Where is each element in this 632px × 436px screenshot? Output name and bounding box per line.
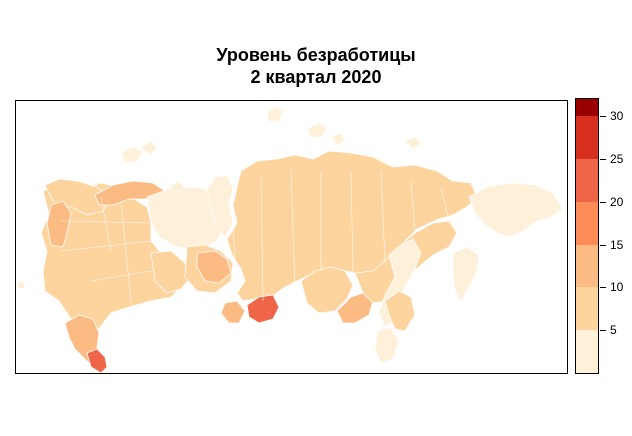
arctic-island bbox=[306, 122, 328, 138]
legend-swatch-4 bbox=[576, 201, 598, 245]
region-border bbox=[440, 186, 450, 222]
region-border bbox=[290, 170, 296, 288]
map-frame bbox=[15, 100, 568, 374]
arctic-island bbox=[404, 136, 422, 150]
region-border bbox=[260, 176, 264, 302]
legend-tick-label: 20 bbox=[610, 194, 624, 209]
region-altai[interactable] bbox=[220, 300, 246, 324]
arctic-island bbox=[168, 180, 186, 194]
map-subtitle: 2 квартал 2020 bbox=[250, 67, 382, 87]
legend-tick-mark bbox=[600, 158, 606, 160]
region-buryatia[interactable] bbox=[336, 292, 374, 324]
region-border bbox=[350, 170, 354, 274]
region-irkutsk[interactable] bbox=[300, 266, 354, 314]
region-primorye[interactable] bbox=[374, 326, 400, 364]
legend-tick-mark bbox=[600, 201, 606, 203]
region-border bbox=[60, 240, 152, 252]
arctic-island bbox=[330, 132, 346, 146]
region-tuva[interactable] bbox=[246, 294, 280, 324]
arctic-island bbox=[140, 140, 158, 156]
legend-tick-label: 15 bbox=[610, 237, 624, 252]
region-karelia[interactable] bbox=[46, 200, 72, 248]
legend-tick-label: 5 bbox=[610, 323, 617, 338]
region-border bbox=[60, 220, 152, 224]
color-legend bbox=[575, 98, 599, 374]
legend-swatch-6 bbox=[576, 116, 598, 159]
arctic-island bbox=[16, 280, 26, 290]
region-border bbox=[232, 222, 238, 302]
legend-tick-label: 30 bbox=[610, 109, 624, 124]
arctic-island bbox=[120, 146, 144, 164]
region-border bbox=[90, 270, 152, 282]
region-border bbox=[410, 180, 416, 234]
legend-swatch-1 bbox=[576, 330, 598, 373]
legend-swatch-7 bbox=[576, 99, 598, 117]
legend-tick-mark bbox=[600, 330, 606, 332]
region-border bbox=[380, 170, 386, 264]
region-ingushetia[interactable] bbox=[86, 348, 108, 373]
russia-map bbox=[16, 106, 564, 373]
region-kamchatka[interactable] bbox=[452, 246, 480, 302]
map-title: Уровень безработицы bbox=[216, 45, 416, 65]
region-volga[interactable] bbox=[150, 250, 192, 294]
legend-swatch-3 bbox=[576, 244, 598, 288]
legend-tick-mark bbox=[600, 244, 606, 246]
legend-tick-label: 10 bbox=[610, 280, 624, 295]
region-kurgan[interactable] bbox=[196, 250, 232, 284]
region-chukotka[interactable] bbox=[468, 182, 564, 238]
arctic-island bbox=[266, 106, 284, 122]
region-far-east[interactable] bbox=[384, 290, 416, 332]
legend-swatch-5 bbox=[576, 158, 598, 202]
legend-tick-mark bbox=[600, 116, 606, 118]
region-border bbox=[100, 196, 112, 252]
legend-swatch-2 bbox=[576, 287, 598, 331]
legend-tick-mark bbox=[600, 287, 606, 289]
legend-tick-label: 25 bbox=[610, 151, 624, 166]
region-border bbox=[120, 200, 132, 302]
region-yamal[interactable] bbox=[206, 174, 234, 238]
